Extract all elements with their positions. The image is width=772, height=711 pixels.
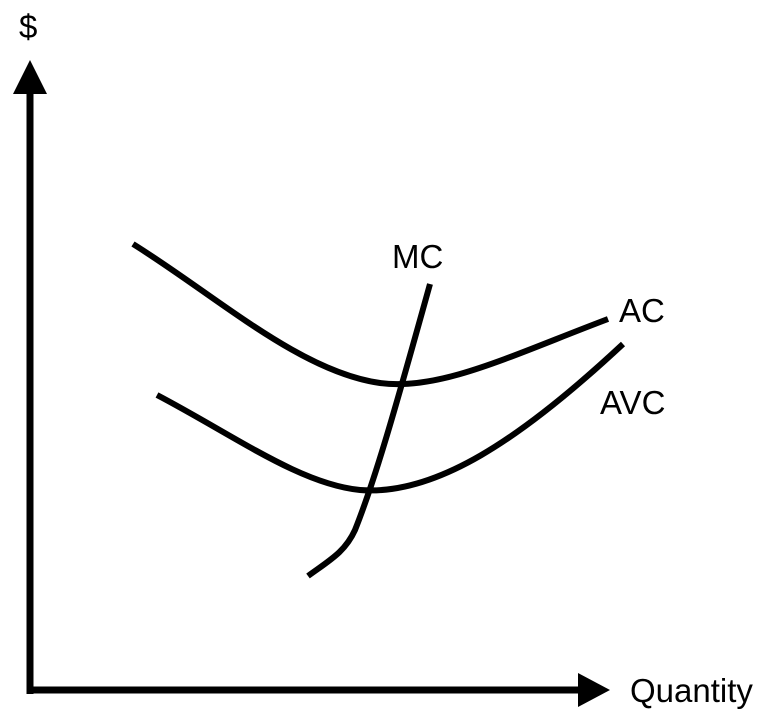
mc-label: MC (392, 238, 443, 275)
avc-label: AVC (600, 384, 665, 421)
avc-curve (155, 341, 626, 494)
ac-curve (131, 241, 610, 388)
y-axis-label: $ (19, 8, 37, 45)
mc-curve (306, 283, 433, 579)
x-axis-arrowhead (578, 673, 610, 707)
x-axis-label: Quantity (630, 672, 753, 709)
ac-label: AC (619, 292, 665, 329)
y-axis-arrowhead (13, 60, 47, 94)
